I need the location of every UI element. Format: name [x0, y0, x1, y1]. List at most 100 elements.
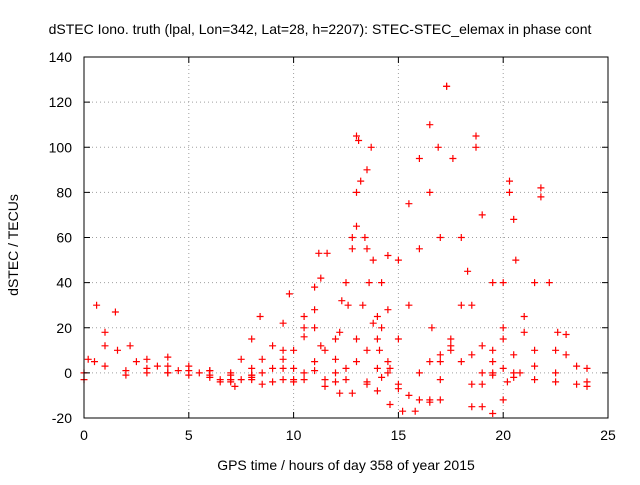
data-point [552, 346, 560, 354]
data-point [386, 401, 394, 408]
data-point [468, 380, 476, 388]
data-point [520, 313, 528, 320]
data-point [531, 362, 539, 370]
data-point [342, 376, 350, 384]
data-point [336, 389, 344, 397]
data-point [164, 353, 172, 361]
series-35 [537, 193, 591, 372]
data-point [373, 313, 381, 320]
data-point [93, 301, 101, 309]
data-point [562, 351, 570, 359]
data-point [411, 407, 419, 415]
series-21 [332, 121, 434, 377]
data-point [164, 362, 172, 370]
data-point [436, 396, 444, 404]
data-point [562, 331, 570, 338]
data-point [353, 222, 360, 230]
data-point [415, 155, 423, 162]
data-point [478, 369, 486, 377]
data-point [499, 396, 507, 404]
data-point [279, 355, 287, 363]
data-layer [80, 82, 591, 417]
data-point [369, 256, 377, 264]
data-point [489, 346, 497, 354]
data-point [359, 301, 367, 309]
data-point [126, 342, 134, 350]
data-point [499, 335, 507, 343]
data-point [300, 333, 308, 341]
data-point [111, 308, 119, 316]
data-point [300, 313, 308, 320]
data-point [468, 301, 476, 309]
data-point [552, 369, 560, 377]
data-point [510, 215, 518, 223]
data-point [573, 380, 581, 388]
data-point [384, 369, 392, 377]
data-point [353, 132, 360, 140]
y-tick-label: 120 [49, 94, 73, 110]
data-point [503, 378, 511, 386]
data-point [84, 355, 92, 363]
data-point [378, 373, 386, 381]
series-25 [443, 82, 486, 350]
data-point [489, 358, 497, 366]
y-tick-label: 140 [49, 49, 73, 65]
data-point [311, 367, 319, 375]
data-point [321, 376, 329, 384]
data-point [348, 245, 356, 253]
data-point [489, 410, 497, 417]
data-point [449, 155, 457, 162]
data-point [91, 358, 98, 366]
data-point [248, 335, 256, 343]
data-point [258, 369, 266, 377]
data-point [369, 319, 377, 327]
y-tick-label: -20 [52, 410, 72, 426]
data-point [436, 358, 444, 366]
data-point [216, 378, 224, 386]
data-point [353, 358, 360, 366]
data-point [520, 328, 528, 336]
data-point [321, 382, 329, 390]
data-point [174, 367, 182, 375]
plot-frame [83, 56, 609, 419]
data-point [443, 82, 451, 90]
data-point [353, 335, 360, 343]
series-11 [258, 297, 346, 388]
data-point [554, 328, 562, 336]
data-point [384, 252, 392, 259]
data-point [285, 290, 293, 298]
data-point [472, 143, 480, 151]
series-17 [363, 166, 392, 366]
data-point [338, 297, 346, 305]
data-point [405, 391, 413, 399]
data-point [311, 283, 319, 291]
data-point [361, 234, 369, 241]
data-point [101, 362, 109, 370]
data-point [394, 380, 402, 388]
data-point [321, 346, 329, 354]
data-point [231, 382, 239, 390]
series-13 [248, 137, 363, 379]
data-point [353, 188, 360, 196]
data-point [365, 279, 373, 287]
data-point [436, 234, 444, 241]
series-29 [447, 342, 511, 386]
data-point [516, 369, 524, 377]
data-point [426, 188, 434, 196]
x-tick-label: 10 [286, 427, 302, 443]
series-27 [436, 132, 480, 366]
data-point [405, 301, 413, 309]
series-15 [353, 132, 394, 372]
data-point [434, 143, 442, 151]
data-point [394, 256, 402, 264]
data-point [290, 364, 298, 372]
series-8 [227, 290, 293, 384]
data-point [478, 211, 486, 219]
data-point [258, 380, 266, 388]
data-point [279, 376, 287, 384]
y-tick-label: 40 [56, 275, 72, 291]
data-point [499, 324, 507, 332]
series-7 [216, 313, 264, 386]
data-point [472, 132, 480, 140]
data-point [342, 279, 350, 287]
